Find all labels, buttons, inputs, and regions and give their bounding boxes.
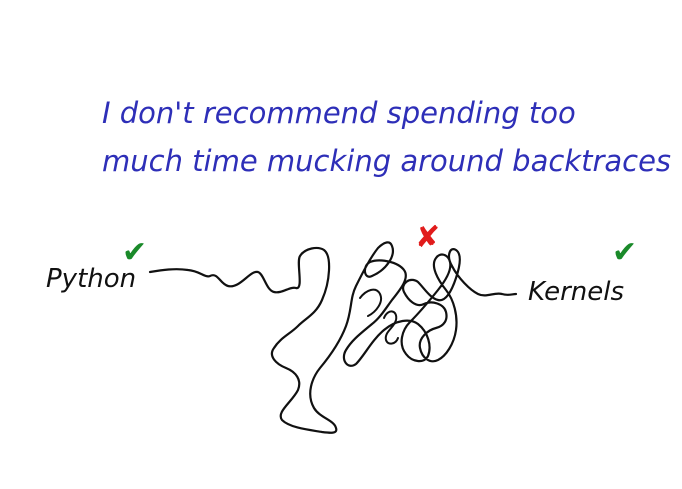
kernels-label: Kernels	[528, 277, 624, 307]
tangled-backtrace-path	[148, 241, 518, 434]
python-label: Python	[46, 264, 136, 294]
knot-detail-loop	[383, 310, 399, 345]
knot-detail-stroke	[359, 288, 382, 317]
headline-line-1: I don't recommend spending too	[102, 96, 576, 130]
middle-cross-icon: ✘	[415, 220, 440, 255]
kernels-check-icon: ✔	[612, 235, 637, 270]
python-check-icon: ✔	[122, 235, 147, 270]
headline-line-2: much time mucking around backtraces	[102, 144, 671, 178]
